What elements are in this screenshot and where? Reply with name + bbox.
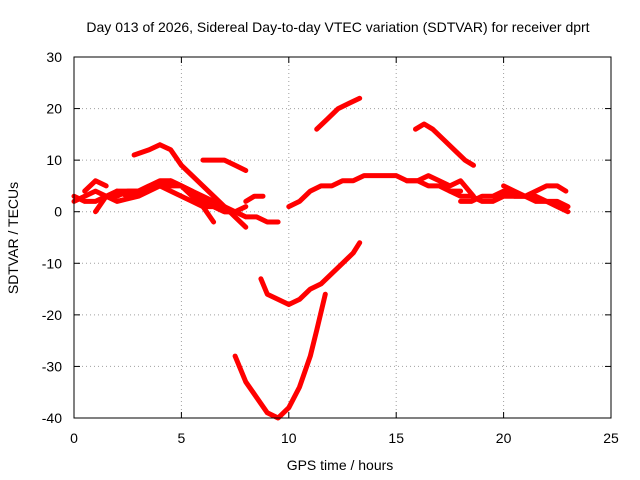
- y-tick-labels: -40 -30 -20 -10 0 10 20 30: [42, 49, 62, 426]
- series-arc-11: [404, 173, 476, 199]
- series-arc-3: [82, 178, 109, 194]
- x-tick-label: 25: [603, 430, 619, 446]
- series-arc-10: [314, 95, 363, 132]
- y-tick-label: -10: [42, 255, 62, 271]
- series-arc-8: [243, 193, 266, 204]
- axis-ticks: [73, 56, 612, 419]
- plot-frame: [73, 56, 612, 419]
- data-series: [71, 95, 571, 421]
- series-arc-4: [93, 178, 217, 225]
- y-tick-label: 20: [46, 101, 62, 117]
- y-axis-title: SDTVAR / TECUs: [5, 182, 21, 294]
- series-arc-7: [200, 157, 249, 173]
- x-tick-label: 0: [70, 430, 78, 446]
- y-tick-label: 10: [46, 152, 62, 168]
- x-tick-labels: 0 5 10 15 20 25: [70, 430, 619, 446]
- grid: [74, 57, 611, 418]
- series-arc-15: [501, 183, 571, 215]
- y-tick-label: -40: [42, 410, 62, 426]
- y-tick-label: 30: [46, 49, 62, 65]
- x-axis-title: GPS time / hours: [287, 457, 394, 473]
- y-tick-label: 0: [54, 204, 62, 220]
- series-arc-6: [114, 183, 249, 215]
- x-tick-label: 15: [388, 430, 404, 446]
- x-tick-label: 10: [281, 430, 297, 446]
- series-arc-14: [458, 183, 569, 204]
- series-arc-12: [413, 121, 476, 168]
- x-tick-label: 20: [496, 430, 512, 446]
- series-arc-9: [286, 173, 464, 210]
- chart-title: Day 013 of 2026, Sidereal Day-to-day VTE…: [86, 19, 589, 35]
- series-arc-17: [232, 291, 328, 421]
- x-tick-label: 5: [178, 430, 186, 446]
- series-arc-2: [71, 178, 238, 215]
- y-tick-label: -20: [42, 307, 62, 323]
- series-arc-1: [71, 183, 281, 225]
- y-tick-label: -30: [42, 358, 62, 374]
- series-arc-16: [258, 240, 363, 307]
